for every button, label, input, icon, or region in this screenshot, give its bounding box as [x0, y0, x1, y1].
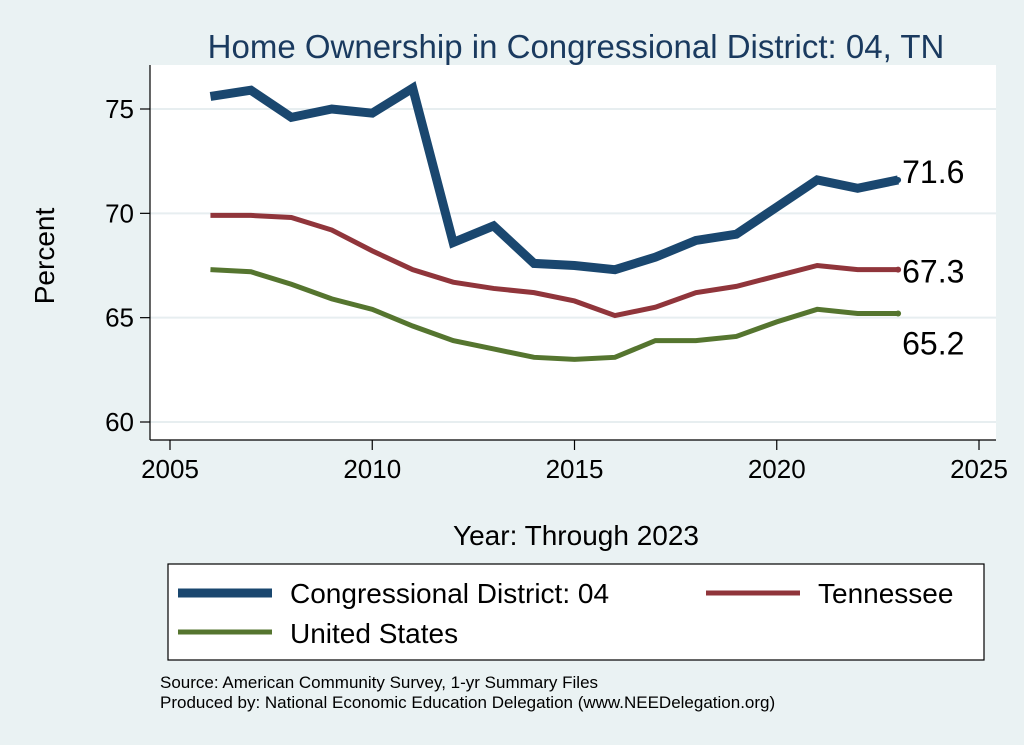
end-label-district: 71.6: [902, 154, 964, 190]
x-tick-label-2005: 2005: [141, 454, 199, 484]
x-tick-label-2025: 2025: [950, 454, 1008, 484]
plot-area: [150, 65, 996, 440]
series-line-district: [209, 81, 900, 275]
series-end-point-tennessee: [895, 266, 902, 273]
end-label-united-states: 65.2: [902, 325, 964, 361]
series-line-united-states: [210, 267, 899, 362]
legend-label-united-states: United States: [290, 618, 458, 649]
legend: Congressional District: 04 Tennessee Uni…: [167, 563, 985, 661]
legend-label-district: Congressional District: 04: [290, 578, 609, 609]
y-axis-title: Percent: [29, 208, 60, 305]
x-axis-title: Year: Through 2023: [453, 520, 699, 551]
y-tick-label-70: 70: [105, 198, 134, 228]
y-tick-label-75: 75: [105, 94, 134, 124]
x-tick-label-2010: 2010: [343, 454, 401, 484]
y-tick-label-65: 65: [105, 303, 134, 333]
end-label-tennessee: 67.3: [902, 254, 964, 290]
y-tick-label-60: 60: [105, 407, 134, 437]
axes: 60 65 70 75 2005 2010 2015 2020 2025: [105, 65, 1008, 484]
gridlines: [150, 108, 996, 423]
chart-title: Home Ownership in Congressional District…: [208, 28, 945, 65]
legend-label-tennessee: Tennessee: [818, 578, 953, 609]
series-lines: 71.6 67.3 65.2: [209, 81, 964, 362]
x-tick-label-2015: 2015: [546, 454, 604, 484]
series-line-tennessee: [210, 212, 899, 319]
series-end-point-united-states: [895, 310, 902, 317]
source-note: Source: American Community Survey, 1-yr …: [160, 673, 598, 692]
producer-note: Produced by: National Economic Education…: [160, 693, 775, 712]
x-tick-label-2020: 2020: [748, 454, 806, 484]
legend-box: [167, 563, 985, 661]
series-end-point-district: [895, 176, 902, 183]
